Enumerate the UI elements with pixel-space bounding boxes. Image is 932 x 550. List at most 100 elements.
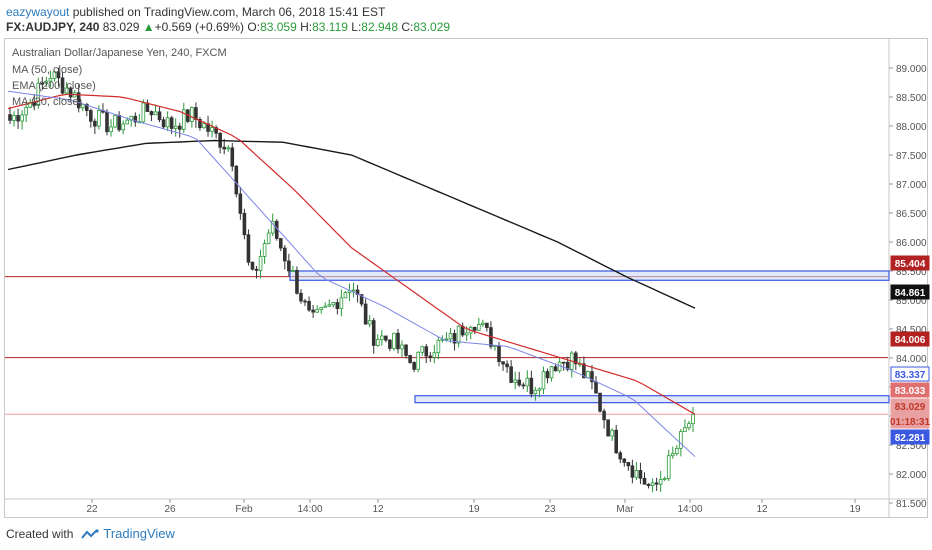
candle[interactable] [687, 423, 691, 429]
candle[interactable] [16, 115, 20, 122]
candle[interactable] [485, 322, 489, 328]
candle[interactable] [12, 115, 16, 121]
candle[interactable] [173, 125, 178, 129]
candle[interactable] [238, 193, 243, 214]
candle[interactable] [404, 344, 408, 356]
candle[interactable] [222, 146, 226, 150]
candle[interactable] [331, 302, 336, 306]
ema200-line[interactable] [7, 139, 696, 309]
candle[interactable] [424, 346, 429, 357]
support-resistance-zone[interactable] [414, 395, 890, 404]
candle[interactable] [145, 102, 150, 112]
candle[interactable] [190, 107, 194, 122]
candle[interactable] [408, 355, 412, 363]
candle[interactable] [60, 77, 65, 94]
candle[interactable] [525, 377, 530, 387]
candle[interactable] [428, 355, 433, 358]
candle[interactable] [202, 123, 206, 129]
candle[interactable] [573, 352, 578, 365]
candle[interactable] [323, 305, 328, 308]
candle[interactable] [464, 332, 469, 336]
candle[interactable] [549, 366, 554, 379]
candle[interactable] [375, 339, 380, 346]
candle[interactable] [384, 335, 388, 341]
candle[interactable] [234, 165, 239, 195]
candle[interactable] [598, 392, 602, 412]
candle[interactable] [670, 453, 675, 457]
candle[interactable] [654, 482, 659, 485]
candle[interactable] [614, 429, 619, 454]
candle[interactable] [295, 269, 299, 294]
candle[interactable] [121, 123, 125, 131]
candle[interactable] [634, 470, 639, 478]
candle[interactable] [97, 110, 101, 127]
candle[interactable] [266, 232, 271, 244]
candle[interactable] [602, 410, 606, 421]
candle[interactable] [141, 102, 146, 123]
candle[interactable] [278, 238, 283, 249]
candle[interactable] [586, 371, 590, 379]
candle[interactable] [606, 419, 610, 437]
candle[interactable] [505, 363, 509, 368]
candle[interactable] [565, 361, 570, 370]
candle[interactable] [545, 371, 550, 379]
candle[interactable] [24, 106, 28, 116]
candle[interactable] [367, 320, 372, 325]
candle[interactable] [456, 325, 461, 344]
candle[interactable] [658, 479, 663, 485]
candle[interactable] [52, 71, 57, 79]
candle[interactable] [561, 361, 566, 364]
candle[interactable] [416, 351, 420, 370]
candle[interactable] [242, 212, 247, 236]
candle[interactable] [582, 363, 586, 379]
candle[interactable] [68, 87, 73, 98]
candle[interactable] [594, 381, 598, 394]
candle[interactable] [529, 377, 534, 395]
candle[interactable] [36, 82, 41, 106]
candle[interactable] [105, 111, 109, 133]
candle[interactable] [117, 115, 121, 131]
candle[interactable] [258, 255, 263, 271]
candle[interactable] [153, 111, 158, 116]
candle[interactable] [497, 345, 501, 363]
candle[interactable] [8, 114, 12, 121]
candle[interactable] [177, 125, 182, 130]
candle[interactable] [662, 478, 667, 480]
candle[interactable] [420, 346, 425, 353]
candle[interactable] [76, 92, 81, 109]
candle[interactable] [194, 107, 198, 120]
candle[interactable] [509, 366, 513, 383]
candle[interactable] [521, 384, 526, 387]
candle[interactable] [553, 366, 558, 372]
candle[interactable] [513, 379, 517, 383]
candle[interactable] [335, 302, 340, 309]
candle[interactable] [157, 111, 162, 121]
candle[interactable] [351, 289, 356, 292]
candle[interactable] [618, 452, 623, 460]
candle[interactable] [472, 326, 477, 331]
candle[interactable] [299, 292, 303, 302]
candle[interactable] [198, 119, 202, 129]
candle[interactable] [44, 80, 49, 84]
support-resistance-zone[interactable] [289, 270, 890, 281]
candle[interactable] [610, 429, 614, 437]
candle[interactable] [380, 335, 384, 340]
author-link[interactable]: eazywayout [6, 5, 70, 19]
candle[interactable] [250, 261, 255, 270]
candle[interactable] [89, 110, 93, 122]
ma20-line[interactable] [7, 90, 696, 457]
candle[interactable] [626, 461, 631, 467]
candle[interactable] [226, 147, 231, 150]
candle[interactable] [149, 111, 154, 116]
legend-ma50[interactable]: MA (50, close) [12, 64, 83, 76]
candle[interactable] [343, 292, 348, 299]
candle[interactable] [113, 115, 117, 128]
candle[interactable] [675, 447, 679, 454]
candle[interactable] [210, 127, 214, 132]
candle[interactable] [436, 339, 441, 354]
candle[interactable] [638, 470, 643, 479]
candle[interactable] [109, 126, 113, 133]
candle[interactable] [642, 477, 647, 485]
candle[interactable] [56, 71, 61, 79]
